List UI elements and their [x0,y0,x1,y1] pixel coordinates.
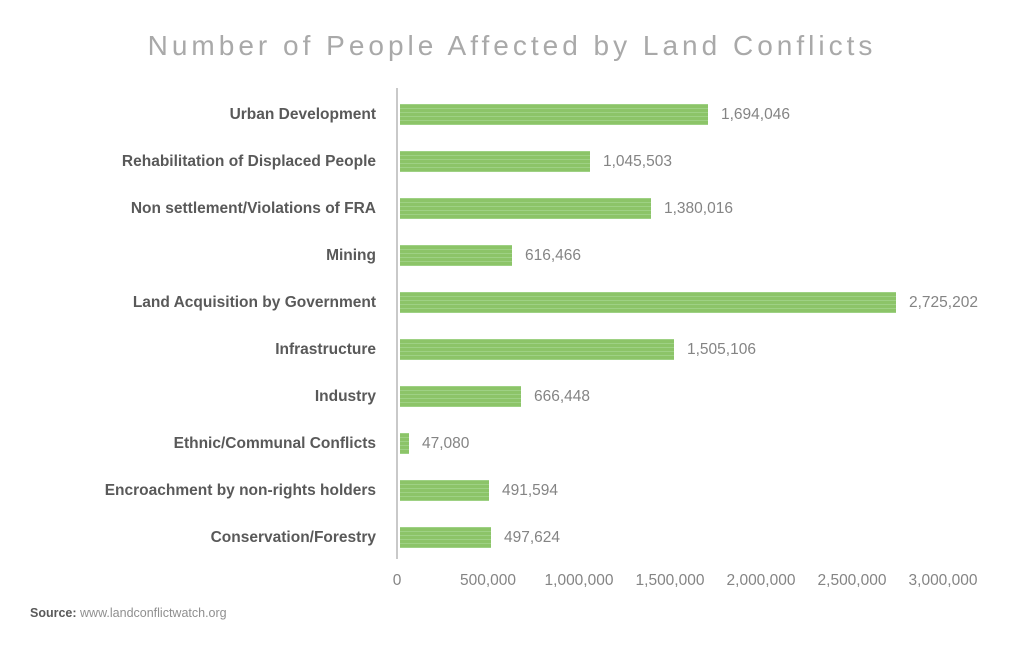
bar-row: Urban Development 1,694,046 [0,91,1024,138]
bar-cell: 1,694,046 [400,104,1024,125]
bar [400,386,521,407]
category-label: Rehabilitation of Displaced People [121,152,376,170]
bar [400,151,590,172]
value-label: 1,505,106 [687,340,756,358]
value-label: 497,624 [504,528,561,546]
bar-row: Conservation/Forestry 497,624 [0,514,1024,561]
value-label: 666,448 [534,387,591,405]
category-label: Ethnic/Communal Conflicts [173,434,376,452]
value-label: 1,380,016 [664,199,733,217]
bar-row: Non settlement/Violations of FRA 1,380,0… [0,185,1024,232]
bar-row: Ethnic/Communal Conflicts 47,080 [0,420,1024,467]
category-label: Urban Development [229,105,376,123]
bar [400,527,491,548]
chart-title: Number of People Affected by Land Confli… [147,30,877,61]
x-tick-label: 2,000,000 [726,572,796,589]
bar-cell: 2,725,202 [400,292,1024,313]
bar-cell: 1,505,106 [400,339,1024,360]
value-label: 47,080 [422,434,470,452]
category-label: Industry [314,387,376,405]
category-label: Infrastructure [275,340,376,358]
bar-rows: Urban Development 1,694,046 Rehabilitati… [0,91,1024,561]
category-label: Encroachment by non-rights holders [104,481,376,499]
bar-cell: 1,380,016 [400,198,1024,219]
value-label: 1,045,503 [603,152,672,170]
x-axis-ticks: 0 500,000 1,000,000 1,500,000 2,000,000 2,500… [393,572,978,594]
value-label: 2,725,202 [909,293,978,311]
x-tick-label: 1,500,000 [635,572,705,589]
bar-cell: 616,466 [400,245,1024,266]
source-line: Source: www.landconflictwatch.org [30,606,227,620]
bar [400,104,708,125]
bar [400,480,489,501]
category-label: Non settlement/Violations of FRA [130,199,376,217]
category-label: Conservation/Forestry [210,528,376,546]
bar [400,339,674,360]
bar-cell: 1,045,503 [400,151,1024,172]
source-url: www.landconflictwatch.org [80,606,227,620]
bar-row: Land Acquisition by Government 2,725,202 [0,279,1024,326]
bar-cell: 497,624 [400,527,1024,548]
x-tick-label: 2,500,000 [817,572,887,589]
bar-cell: 666,448 [400,386,1024,407]
category-label: Mining [326,246,376,264]
bar-row: Encroachment by non-rights holders 491,5… [0,467,1024,514]
bar-row: Industry 666,448 [0,373,1024,420]
value-label: 616,466 [525,246,582,264]
category-label: Land Acquisition by Government [132,293,376,311]
source-label: Source: [30,606,77,620]
bar [400,245,512,266]
bar-row: Rehabilitation of Displaced People 1,045… [0,138,1024,185]
x-tick-label: 3,000,000 [908,572,978,589]
x-tick-label: 500,000 [459,572,517,589]
value-label: 491,594 [502,481,559,499]
bar [400,292,896,313]
bar [400,433,409,454]
bar-row: Infrastructure 1,505,106 [0,326,1024,373]
bar [400,198,651,219]
y-axis-line [396,88,398,559]
value-label: 1,694,046 [721,105,790,123]
bar-cell: 491,594 [400,480,1024,501]
bar-cell: 47,080 [400,433,1024,454]
x-tick-label: 1,000,000 [544,572,614,589]
bar-row: Mining 616,466 [0,232,1024,279]
x-tick-label: 0 [392,572,402,589]
